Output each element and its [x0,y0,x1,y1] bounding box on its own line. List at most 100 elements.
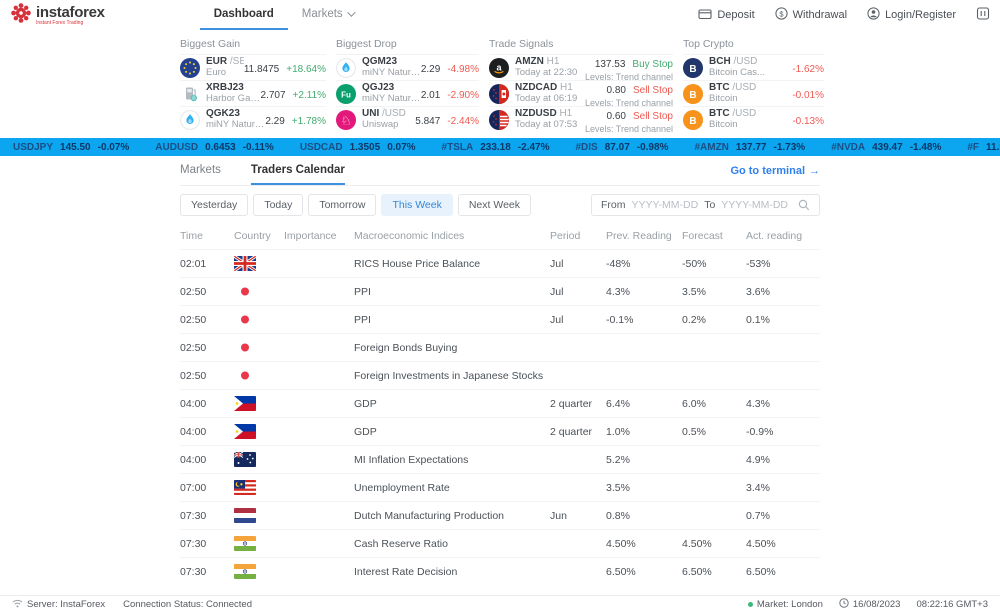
calendar-table: Time Country Importance Macroeconomic Indic… [180,225,820,586]
country-cell [234,529,284,558]
column-header: Forecast [682,230,723,242]
japan-flag-icon [234,284,256,299]
event-period: Jul [550,249,606,278]
importance-cell [284,445,354,474]
forecast: 3.5% [682,277,746,306]
table-row[interactable]: 04:00 GDP 2 quarter 1.0% 0.5% -0.9% [180,417,820,446]
table-row[interactable]: 07:00 Unemployment Rate 3.5% 3.4% [180,473,820,502]
forecast [682,501,746,530]
ticker-item-usdcad[interactable]: USDCAD 1.3505 0.07% [299,141,416,153]
instrument-row-nzdcad[interactable]: NZDCAD H1 Today at 06:19 0.80 Sell Stop Leve… [489,80,673,108]
event-name: Unemployment Rate [354,473,550,502]
importance-cell [284,361,354,390]
instrument-row-qgk23[interactable]: QGK23 miNY Natura... 2.29 +1.78% [180,106,326,132]
table-row[interactable]: 02:50 Foreign Bonds Buying [180,333,820,362]
table-row[interactable]: 02:50 PPI Jul 4.3% 3.5% 3.6% [180,277,820,306]
ticker-item-dis[interactable]: #DIS 87.07 -0.98% [575,141,669,153]
ticker-item-usdjpy[interactable]: USDJPY 145.50 -0.07% [13,141,130,153]
importance-cell [284,501,354,530]
ticker-item-nvda[interactable]: #NVDA 439.47 -1.48% [831,141,942,153]
instrument-name: QGK23 miNY Natura... [206,108,266,130]
table-row[interactable]: 02:50 PPI Jul -0.1% 0.2% 0.1% [180,305,820,334]
tab-traders-calendar[interactable]: Traders Calendar [250,156,345,185]
instrument-row-btc[interactable]: B BTC /USD Bitcoin -0.13% [683,106,824,132]
prev-reading [606,333,682,362]
footer-time: 08:22:16 GMT+3 [916,599,988,610]
country-cell [234,305,284,334]
ticker-item-f[interactable]: #F11.98-0.99% [967,141,1000,153]
deposit-button[interactable]: Deposit [698,8,755,23]
forecast [682,333,746,362]
instrument-row-bch[interactable]: B BCH /USD Bitcoin Cas... -1.62% [683,54,824,80]
prev-reading [606,361,682,390]
instrument-name: QGM23 miNY Natura... [362,56,421,78]
filter-next-week[interactable]: Next Week [457,194,532,216]
from-date-input[interactable]: YYYY-MM-DD [631,199,699,211]
column-header: Period [550,230,581,242]
philippines-flag-icon [234,396,256,411]
actual-reading: -53% [746,249,820,278]
india-flag-icon [234,564,256,580]
instrument-name: EUR /SEKEuro [206,56,244,78]
country-cell [234,389,284,418]
table-row[interactable]: 07:30 Cash Reserve Ratio 4.50% 4.50% 4.50% [180,529,820,558]
forecast: 0.5% [682,417,746,446]
top-header: instaforex Instant Forex Trading Dashboa… [0,0,1000,30]
event-period: Jul [550,305,606,334]
instrument-values: 2.29 +1.78% [265,115,326,127]
go-to-terminal-link[interactable]: Go to terminal → [730,156,820,185]
logo-name: instaforex [36,3,105,21]
forecast: 6.50% [682,557,746,586]
instrument-name: UNI /USD Uniswap [362,108,406,130]
filter-tomorrow[interactable]: Tomorrow [308,194,377,216]
flame-icon [180,109,200,130]
filter-today[interactable]: Today [253,194,304,216]
instrument-row-uni[interactable]: ♘ UNI /USD Uniswap 5.847 -2.44% [336,106,479,132]
actual-reading: 6.50% [746,557,820,586]
column-header: Prev. Reading [606,230,672,242]
importance-cell [284,529,354,558]
table-row[interactable]: 04:00 MI Inflation Expectations 5.2% 4.9% [180,445,820,474]
section-trade-signals: Trade Signals a AMZN H1 Today at 22:30 137.5… [489,36,673,132]
table-row[interactable]: 07:30 Interest Rate Decision 6.50% 6.50% 6.5… [180,557,820,586]
importance-cell [284,333,354,362]
market-open-dot [747,602,753,607]
date-range-picker[interactable]: From YYYY-MM-DD To YYYY-MM-DD [591,194,820,216]
table-row[interactable]: 02:50 Foreign Investments in Japanese Sto… [180,361,820,390]
card-icon [698,8,712,23]
filter-this-week[interactable]: This Week [381,194,453,216]
to-date-input[interactable]: YYYY-MM-DD [721,199,788,211]
nav-tab-dashboard[interactable]: Dashboard [199,0,288,30]
table-row[interactable]: 02:01 RICS House Price Balance Jul -48% -50%… [180,249,820,278]
event-period: 2 quarter [550,417,606,446]
instrument-row-amzn[interactable]: a AMZN H1 Today at 22:30 137.53 Buy Stop Leve… [489,54,673,82]
instrument-values: -1.62% [792,63,824,75]
ticker-item-audusd[interactable]: AUDUSD 0.6453 -0.11% [155,141,274,153]
search-icon[interactable] [798,199,810,211]
nav-tab-markets[interactable]: Markets [288,0,367,30]
fu-icon: Fu [336,83,356,104]
login-register-button[interactable]: Login/Register [867,7,956,23]
forecast: 6.0% [682,389,746,418]
instrument-row-nzdusd[interactable]: NZDUSD H1 Today at 07:53 0.60 Sell Stop Leve… [489,106,673,132]
event-name: GDP [354,417,550,446]
gasoil-icon [180,84,200,104]
instrument-row-eur[interactable]: EUR /SEKEuro11.8475+18.64% [180,54,326,80]
filter-yesterday[interactable]: Yesterday [180,194,249,216]
event-period [550,361,606,390]
apps-grid-button[interactable] [976,7,990,23]
table-row[interactable]: 07:30 Dutch Manufacturing Production Jun 0.… [180,501,820,530]
instrument-row-qgm23[interactable]: QGM23 miNY Natura... 2.29 -4.98% [336,54,479,80]
withdrawal-button[interactable]: $ Withdrawal [775,7,847,23]
instrument-row-qgj23[interactable]: Fu QGJ23 miNY Natura... 2.01 -2.90% [336,80,479,106]
ticker-item-amzn[interactable]: #AMZN 137.77 -1.73% [694,141,806,153]
terminal-link-label: Go to terminal [730,164,805,177]
instaforex-logo[interactable]: instaforex Instant Forex Trading [10,0,105,30]
event-period [550,529,606,558]
tab-markets[interactable]: Markets [180,163,221,176]
ticker-item-tsla[interactable]: #TSLA 233.18 -2.47% [441,141,550,153]
event-time: 07:30 [180,501,234,530]
instrument-row-btc[interactable]: B BTC /USD Bitcoin -0.01% [683,80,824,106]
table-row[interactable]: 04:00 GDP 2 quarter 6.4% 6.0% 4.3% [180,389,820,418]
